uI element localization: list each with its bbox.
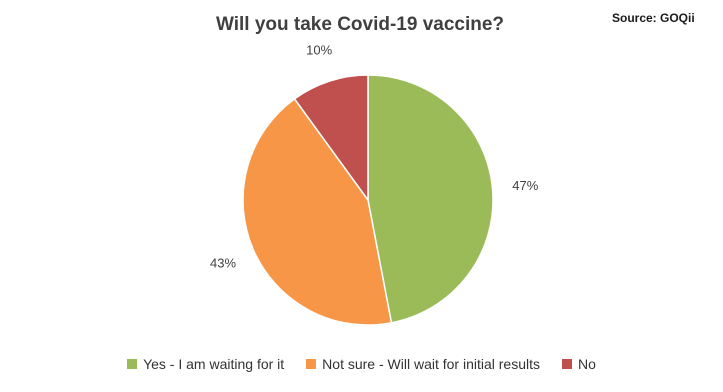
chart-legend: Yes - I am waiting for it Not sure - Wil… <box>0 356 723 372</box>
legend-item-yes: Yes - I am waiting for it <box>127 356 284 372</box>
legend-label-no: No <box>578 356 596 372</box>
data-label-not-sure: 43% <box>210 256 236 271</box>
legend-swatch-no <box>562 359 572 369</box>
legend-label-yes: Yes - I am waiting for it <box>143 356 285 372</box>
pie-slice-not-sure <box>242 97 393 326</box>
chart-title: Will you take Covid-19 vaccine? <box>215 14 505 35</box>
data-label-yes: 47% <box>512 178 538 193</box>
data-label-no: 10% <box>306 43 332 58</box>
legend-item-not-sure: Not sure - Will wait for initial results <box>306 356 540 372</box>
source-label: Source: GOQii <box>612 11 695 25</box>
pie-slice-yes <box>367 74 494 324</box>
pie-slice-no <box>293 74 369 203</box>
legend-label-not-sure: Not sure - Will wait for initial results <box>322 356 540 372</box>
legend-item-no: No <box>562 356 596 372</box>
pie-chart: 47% 43% 10% <box>210 43 539 326</box>
legend-swatch-yes <box>127 359 138 369</box>
legend-swatch-not-sure <box>306 359 317 369</box>
